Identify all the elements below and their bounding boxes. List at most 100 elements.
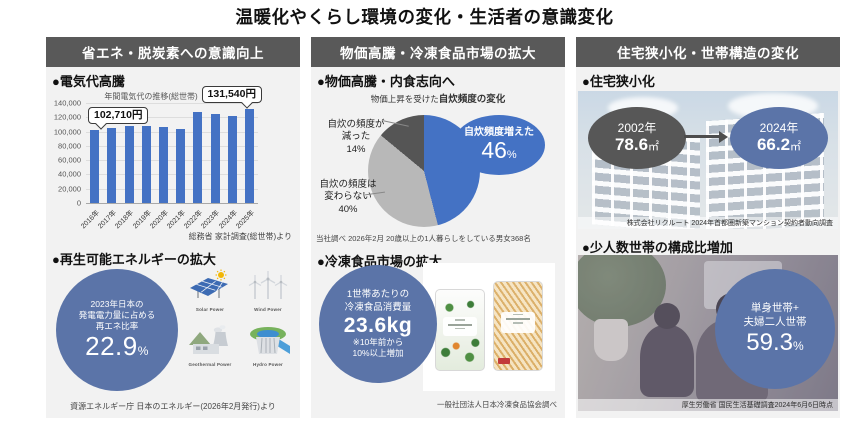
electricity-heading: ●電気代高騰	[52, 74, 125, 89]
year-2002: 2002年	[617, 121, 657, 136]
panel-food-market-body: ●物価高騰・内食志向へ 物価上昇を受けた自炊頻度の変化 自炊の頻度が 減った 1…	[311, 67, 565, 418]
area-2024-badge: 2024年 66.2㎡	[730, 107, 828, 169]
renewable-value: 22.9	[85, 331, 138, 362]
gridline	[86, 188, 258, 190]
pie-callout-value: 46%	[481, 138, 516, 162]
right-arrow-icon	[684, 130, 728, 143]
y-axis-tick: 60,000	[58, 155, 81, 165]
gridline	[86, 145, 258, 147]
page-title: 温暖化やくらし環境の変化・生活者の意識変化	[235, 7, 614, 27]
bar-chart-title: 年間電気代の推移(総世帯)	[104, 92, 198, 101]
bar-slot	[103, 103, 120, 203]
frozen-value: 23.6kg	[343, 314, 413, 338]
y-axis-tick: 80,000	[58, 141, 81, 151]
bar-slot	[224, 103, 241, 203]
vase-image	[594, 319, 628, 361]
pie-chart-title: 物価上昇を受けた自炊頻度の変化	[311, 91, 565, 105]
pie-title-prefix: 物価上昇を受けた	[370, 94, 439, 104]
renewable-heading: ●再生可能エネルギーの拡大	[52, 252, 216, 267]
energy-item-hydro: Hydro Power	[244, 324, 292, 367]
y-axis-tick: 0	[76, 198, 81, 208]
bar	[141, 125, 151, 203]
person-head	[654, 303, 680, 329]
electricity-source: 総務省 家計調査(総世帯)より	[188, 232, 292, 241]
renewable-share-value: 22.9%	[85, 332, 149, 361]
couple-at-home-photo: 単身世帯+ 夫婦二人世帯 59.3% 厚生労働省 国民生活基礎調査2024年6月…	[578, 255, 838, 411]
frozen-vegetables-package-image	[435, 289, 485, 371]
y-axis-tick: 120,000	[53, 112, 81, 122]
geothermal-power-icon	[188, 325, 232, 360]
bar-slot	[189, 103, 206, 203]
household-source: 厚生労働省 国民生活基礎調査2024年6月6日時点	[578, 399, 838, 411]
pie-label-unchanged: 自炊の頻度は 変わらない 40%	[319, 179, 377, 215]
gridline	[86, 131, 258, 133]
bar	[176, 129, 186, 203]
x-axis-label: 2025年	[234, 209, 256, 231]
area-2024-value: 66.2㎡	[757, 135, 801, 155]
panel-housing-title: 住宅狭小化・世帯構造の変化	[576, 37, 840, 67]
energy-item-geothermal: Geothermal Power	[186, 324, 234, 367]
frozen-circle-text: 1世帯あたりの 冷凍食品消費量	[344, 289, 412, 313]
household-heading: ●少人数世帯の構成比増加	[582, 240, 733, 255]
gridline	[86, 103, 258, 104]
area-after-unit: ㎡	[790, 141, 802, 154]
bar	[244, 109, 254, 203]
geothermal-power-label: Geothermal Power	[188, 362, 232, 367]
solar-power-label: Solar Power	[195, 307, 225, 312]
bar	[158, 126, 168, 203]
y-axis-tick: 40,000	[58, 169, 81, 179]
household-value: 59.3	[746, 329, 794, 357]
bar	[124, 125, 134, 203]
frozen-heading: ●冷凍食品市場の拡大	[317, 254, 442, 269]
panel-energy-saving-title: 省エネ・脱炭素への意識向上	[46, 37, 300, 67]
callout-2025-text: 131,540円	[207, 88, 256, 100]
bar-ylabels: 140,000 120,000 100,000 80,000 60,000 40,000 2…	[46, 99, 84, 208]
panel-food-market-title: 物価高騰・冷凍食品市場の拡大	[311, 37, 565, 67]
plant-image	[578, 255, 666, 327]
y-axis-tick: 20,000	[58, 184, 81, 194]
gridline	[86, 174, 258, 176]
panel-housing-body: ●住宅狭小化 2002年 78.6㎡ 2024年 66.2㎡ 株式会社リクルート…	[576, 67, 840, 418]
frozen-noodles-package-image	[493, 281, 543, 371]
wind-power-label: Wind Power	[254, 307, 282, 312]
pie-callout-label: 自炊頻度増えた	[464, 127, 534, 139]
renewable-source: 資源エネルギー庁 日本のエネルギー(2026年2月発行)より	[70, 402, 276, 411]
year-2024: 2024年	[759, 121, 799, 136]
gridline	[86, 160, 258, 162]
noodles-package-label	[501, 311, 535, 334]
bar-slot	[120, 103, 137, 203]
increased-value: 46	[481, 137, 507, 164]
pie-title-bold: 自炊頻度の変化	[438, 94, 506, 105]
bar	[210, 114, 220, 203]
bar-slot	[241, 103, 258, 203]
gridline	[86, 203, 258, 204]
energy-icons-grid: Solar Power	[186, 269, 292, 367]
area-2002-badge: 2002年 78.6㎡	[588, 107, 686, 169]
wind-power-icon	[246, 271, 290, 305]
cooking-source: 当社調べ 2026年2月 20歳以上の1人暮らしをしている男女368名	[316, 234, 531, 243]
household-unit: %	[793, 339, 804, 354]
renewable-circle-text: 2023年日本の 発電電力量に占める 再エネ比率	[78, 299, 156, 332]
hydro-power-icon	[246, 327, 290, 360]
renewable-share-circle: 2023年日本の 発電電力量に占める 再エネ比率 22.9%	[56, 269, 178, 391]
electricity-bar-chart: 102,710円 131,540円	[86, 86, 262, 204]
bar	[90, 129, 100, 203]
panel-housing: 住宅狭小化・世帯構造の変化 ●住宅狭小化 2002年 78.6㎡ 2024年 6…	[576, 37, 840, 418]
pie-label-decreased: 自炊の頻度が 減った 14%	[327, 119, 385, 155]
panel-energy-saving-body: ●電気代高騰 年間電気代の推移(総世帯) 140,000 120,000 100,0…	[46, 67, 300, 418]
energy-item-wind: Wind Power	[244, 269, 292, 312]
energy-item-solar: Solar Power	[186, 269, 234, 312]
bar-slot	[86, 103, 103, 203]
bar-gridlines	[86, 103, 258, 204]
housing-source: 株式会社リクルート 2024年首都圏新築マンション契約者動向調査	[578, 217, 838, 229]
gridline	[86, 117, 258, 119]
area-after: 66.2	[756, 135, 791, 155]
pie-callout-increased: 自炊頻度増えた 46%	[453, 115, 545, 175]
bar-slot	[155, 103, 172, 203]
bar-slot	[206, 103, 223, 203]
area-before-unit: ㎡	[648, 141, 660, 154]
person-silhouette	[640, 303, 694, 397]
bar-slot	[172, 103, 189, 203]
increased-unit: %	[506, 149, 517, 162]
